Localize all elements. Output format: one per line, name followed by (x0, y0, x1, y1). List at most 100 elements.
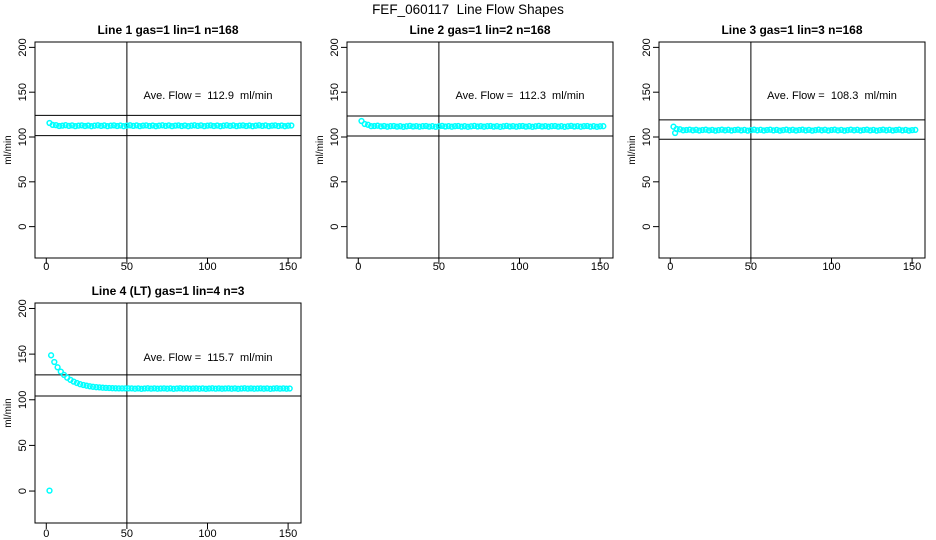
data-point (471, 122, 478, 130)
data-point (783, 126, 790, 133)
data-point (561, 123, 568, 130)
data-point (146, 122, 153, 130)
data-point (72, 122, 79, 130)
data-point (239, 122, 247, 129)
data-point (281, 123, 289, 130)
data-point (120, 123, 127, 130)
data-point (215, 385, 222, 392)
data-point (841, 127, 848, 134)
y-tick-label: 200 (17, 38, 29, 56)
data-point (223, 122, 230, 129)
data-point (180, 385, 187, 392)
plot-border (658, 41, 926, 259)
data-point (86, 383, 93, 390)
plot-line-1: 0 50 100 150 0 50 100 150 200 ml/min Line 1 gas=1… (3, 23, 302, 273)
data-point (593, 123, 601, 130)
x-tick-label: 0 (355, 261, 361, 273)
data-point (863, 126, 871, 133)
data-point (126, 122, 134, 129)
data-point (101, 122, 108, 129)
data-point (149, 122, 156, 129)
data-point (432, 123, 439, 130)
x-tick-label: 0 (43, 261, 49, 273)
data-point (767, 126, 774, 133)
data-point (770, 127, 777, 134)
data-point (204, 122, 211, 129)
data-point (754, 127, 761, 134)
data-point (809, 127, 816, 134)
y-tick-label: 100 (17, 128, 29, 146)
data-point (207, 122, 214, 129)
data-point (889, 127, 896, 134)
data-point (574, 122, 581, 130)
data-point (152, 123, 160, 130)
data-point (747, 126, 755, 134)
data-point (490, 123, 497, 130)
data-point (892, 126, 900, 134)
data-point (185, 123, 192, 130)
data-point (721, 127, 729, 134)
x-tick-label: 150 (279, 261, 297, 273)
data-point (513, 123, 520, 130)
data-point (160, 385, 168, 392)
data-point (850, 127, 858, 134)
data-point (135, 385, 142, 392)
data-point (199, 385, 206, 392)
data-point (497, 123, 504, 130)
data-point (238, 385, 245, 392)
data-point (377, 123, 385, 130)
data-point (702, 126, 709, 133)
y-tick-label: 0 (641, 224, 653, 230)
ave-flow-annotation-line-2: Ave. Flow = 112.3 ml/min (456, 90, 585, 102)
data-point (896, 126, 903, 133)
y-tick-label: 150 (641, 83, 653, 101)
data-point (558, 123, 565, 130)
data-point (773, 126, 780, 134)
x-tick-label: 50 (121, 528, 133, 540)
data-point (260, 385, 268, 392)
data-point (104, 122, 111, 130)
data-point (455, 122, 462, 130)
data-point (812, 126, 819, 134)
data-point (587, 123, 594, 130)
data-point (183, 385, 190, 392)
data-point (131, 385, 139, 392)
data-point (548, 123, 555, 130)
data-point (225, 385, 232, 392)
x-tick-label: 150 (591, 261, 609, 273)
data-point (397, 123, 404, 130)
data-point (686, 126, 693, 133)
data-point (712, 127, 719, 134)
data-point (467, 123, 475, 130)
data-point (276, 385, 284, 392)
data-point (516, 123, 523, 130)
data-point (757, 126, 764, 133)
data-point (56, 122, 63, 130)
data-point (267, 385, 274, 392)
data-point (122, 385, 129, 392)
data-point (144, 385, 151, 392)
data-point (699, 126, 706, 134)
data-point (744, 127, 751, 134)
data-point (503, 122, 510, 130)
data-point (789, 126, 796, 133)
data-point (217, 123, 224, 130)
data-point (138, 385, 145, 392)
data-point (776, 127, 784, 134)
y-tick-label: 100 (17, 391, 29, 409)
data-point (406, 122, 414, 130)
data-point (155, 122, 163, 129)
y-tick-label: 150 (329, 83, 341, 101)
data-point (194, 122, 201, 130)
data-point (709, 126, 716, 134)
data-point (112, 385, 119, 392)
data-point (590, 123, 597, 130)
data-point (81, 122, 89, 130)
data-point (175, 122, 182, 129)
data-point (188, 122, 195, 129)
panel-line-1: 0 50 100 150 0 50 100 150 200 ml/min Line 1 gas=1… (0, 18, 312, 285)
data-point (205, 385, 213, 392)
data-point (387, 123, 394, 130)
data-point (226, 122, 234, 130)
